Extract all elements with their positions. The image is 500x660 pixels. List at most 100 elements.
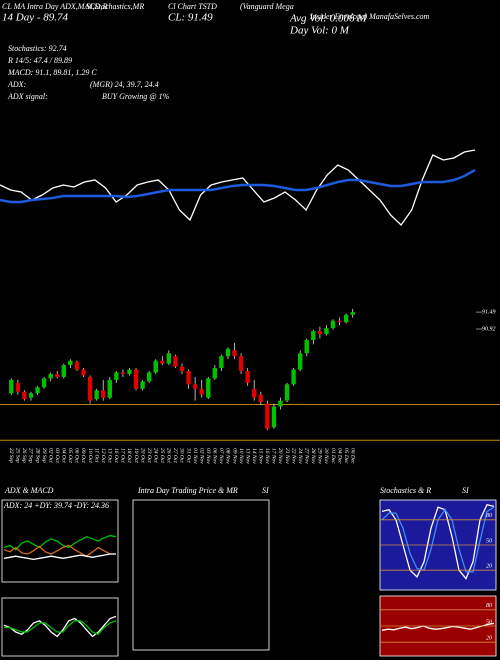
indicator-line [3, 534, 117, 551]
x-tick-label: 11 Oct [93, 448, 99, 463]
x-tick-label: 27 Oct [172, 448, 178, 463]
y-tick-label: 50 [486, 538, 492, 544]
x-tick-label: 21 Nov [284, 448, 290, 464]
candle-body [61, 365, 67, 377]
chart-name: Cl Chart TSTD [168, 2, 217, 11]
candle-body [140, 381, 145, 389]
x-tick-label: 06 Nov [212, 448, 218, 464]
x-tick-label: 13 Nov [244, 448, 250, 464]
x-tick-label: 28 Nov [310, 448, 316, 464]
x-tick-label: 05 Oct [67, 448, 73, 463]
candle-body [9, 379, 14, 394]
candle-body [74, 362, 80, 370]
x-tick-label: 22 Nov [290, 448, 296, 464]
indicator-line [381, 622, 495, 631]
x-tick-label: 04 Oct [61, 448, 68, 463]
indicator-line [3, 544, 116, 557]
candle-body [324, 328, 329, 335]
indicator-line [3, 615, 117, 638]
panel-title: ADX & MACD [4, 486, 54, 495]
candle-body [245, 371, 250, 383]
candle-body [271, 406, 277, 428]
candle-body [317, 331, 323, 335]
x-tick-label: 03 Nov [205, 448, 211, 464]
candle-body [265, 403, 270, 429]
x-tick-label: 02 Nov [198, 448, 204, 464]
candle-body [55, 373, 60, 377]
x-tick-label: 24 Nov [297, 448, 304, 464]
panel-title: SI [262, 486, 269, 495]
candle-body [133, 369, 139, 389]
x-tick-label: 04 Dec [336, 448, 343, 464]
stochastics: Stochastics: 92.74 [8, 44, 67, 53]
day-vol: Day Vol: 0 M [289, 25, 350, 37]
candle-body [81, 369, 86, 376]
indicator-line [0, 149, 476, 226]
signal: BUY Growing @ 1% [102, 92, 170, 101]
candle-body [291, 369, 296, 385]
x-tick-label: 05 Dec [343, 448, 349, 464]
x-tick-label: 09 Oct [80, 448, 86, 463]
candle-body [284, 384, 290, 401]
candle-body [297, 353, 303, 370]
x-tick-label: 16 Oct [113, 448, 119, 463]
indicator-line [0, 168, 476, 204]
indicator-line [3, 553, 116, 561]
x-tick-label: 30 Nov [323, 447, 329, 464]
candle-body [278, 400, 283, 407]
candle-body [212, 368, 218, 379]
candle-body [173, 356, 178, 367]
candle-body [179, 366, 185, 372]
x-tick-label: 19 Oct [133, 448, 139, 463]
x-tick-label: 10 Nov [238, 448, 244, 464]
candle-body [219, 356, 224, 369]
candle-body [146, 372, 152, 382]
candle-body [101, 390, 106, 398]
x-tick-label: 01 Dec [330, 448, 336, 464]
day-line: 14 Day - 89.74 [2, 12, 68, 24]
panel [1, 597, 119, 657]
y-tick-label: 80 [486, 513, 492, 519]
candle-body [304, 339, 309, 354]
candle-body [160, 360, 165, 364]
indicator-line [381, 503, 495, 580]
x-tick-label: 26 Oct [166, 448, 172, 463]
x-tick-label: 27 Nov [303, 448, 309, 464]
x-tick-label: 24 Oct [152, 448, 159, 463]
header: CL MA Intra Day ADX,MACD,B SI,Stochastic… [2, 2, 430, 101]
close: CL: 91.49 [168, 12, 213, 24]
avg-vol: Avg Vol: 0.006 M [289, 13, 367, 25]
panel [1, 499, 119, 583]
y-tick-label: 91.49 [482, 309, 496, 316]
x-tick-label: 27 Sep [28, 448, 34, 463]
y-tick-label: 20 [486, 564, 492, 570]
x-tick-label: 22 Sep [8, 448, 14, 463]
panel [132, 499, 270, 651]
x-tick-label: 31 Oct [185, 447, 191, 463]
x-tick-label: 03 Oct [54, 448, 60, 463]
indicator-line [4, 620, 117, 636]
panel-title: Stochastics & R [380, 486, 431, 495]
candle-body [206, 378, 211, 398]
candle-body [107, 379, 112, 398]
x-tick-label: 20 Nov [277, 448, 283, 464]
candle-body [186, 371, 191, 385]
x-tick-label: 17 Nov [271, 448, 277, 464]
x-tick-label: 25 Sep [15, 448, 21, 463]
panel-title: SI [462, 486, 469, 495]
candle-body [35, 387, 40, 394]
candle-body [166, 353, 172, 364]
candle-body [252, 388, 257, 398]
studies: SI,Stochastics,MR [86, 2, 144, 11]
candle-body [330, 320, 336, 329]
x-tick-label: 12 Oct [100, 448, 106, 463]
x-tick-label: 29 Sep [41, 448, 47, 463]
candle-body [127, 369, 132, 374]
x-tick-label: 28 Sep [34, 448, 40, 463]
adx-signal: ADX signal: [7, 92, 48, 101]
y-tick-label: 50 [486, 619, 492, 625]
candle-body [41, 378, 47, 388]
x-tick-label: 09 Nov [231, 448, 237, 464]
x-tick-label: 15 Nov [258, 448, 264, 464]
